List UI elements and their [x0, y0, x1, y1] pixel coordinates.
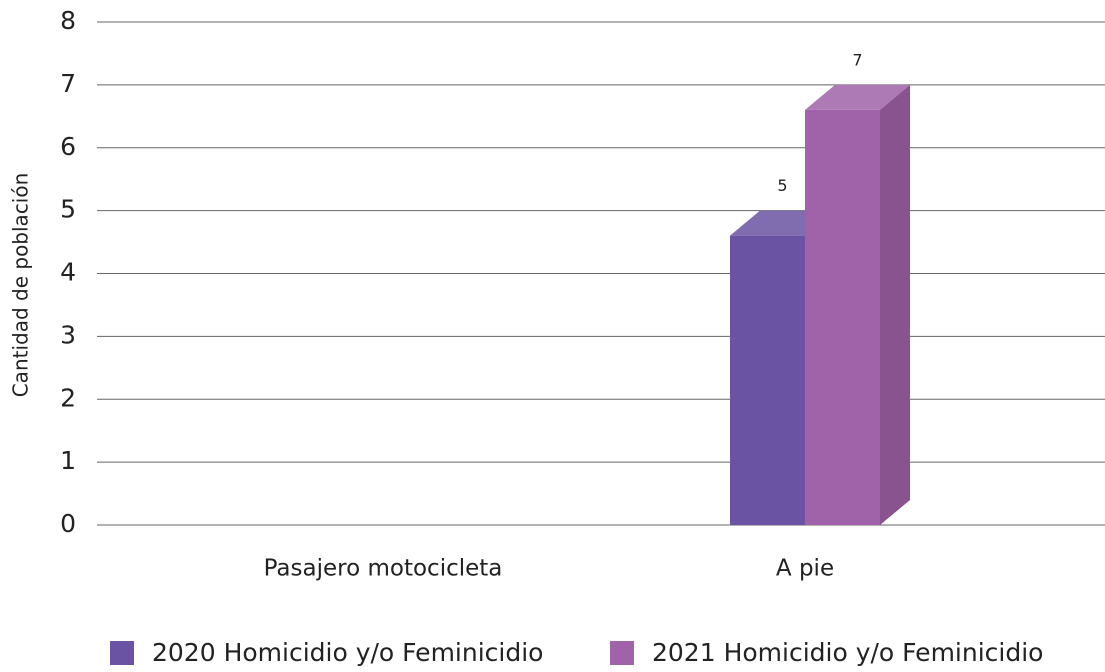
legend-label: 2021 Homicidio y/o Feminicidio — [652, 638, 1043, 667]
bar-front — [730, 235, 805, 525]
y-tick-label: 6 — [60, 132, 76, 161]
legend-swatch — [110, 641, 134, 665]
x-tick-label: A pie — [776, 556, 834, 582]
y-tick-label: 7 — [60, 69, 76, 98]
data-label: 5 — [777, 176, 787, 195]
legend-label: 2020 Homicidio y/o Feminicidio — [152, 638, 543, 667]
bar-top — [805, 84, 910, 110]
y-axis-label: Cantidad de población — [9, 173, 33, 398]
data-label: 7 — [852, 50, 862, 69]
bar-front — [805, 109, 880, 525]
x-tick-label: Pasajero motocicleta — [264, 556, 503, 582]
y-tick-label: 0 — [60, 509, 76, 538]
y-tick-label: 8 — [60, 6, 76, 35]
y-tick-label: 1 — [60, 446, 76, 475]
bar-side — [880, 84, 910, 525]
y-tick-label: 4 — [60, 258, 76, 287]
y-tick-label: 2 — [60, 383, 76, 412]
legend-swatch — [610, 641, 634, 665]
y-tick-label: 5 — [60, 195, 76, 224]
y-tick-label: 3 — [60, 320, 76, 349]
